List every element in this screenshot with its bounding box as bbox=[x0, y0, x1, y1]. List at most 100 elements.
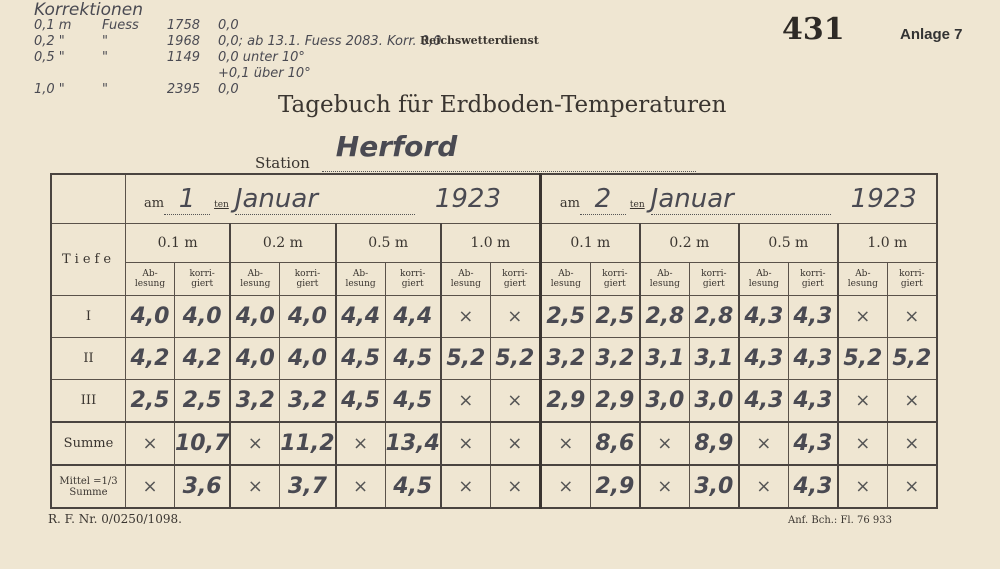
depth-header-row: Tiefe 0.1 m 0.2 m 0.5 m 1.0 m 0.1 m 0.2 m 0.5 m… bbox=[50, 223, 938, 296]
value-cell: 2,5 bbox=[174, 379, 231, 423]
value-cell: 3,2 bbox=[229, 379, 281, 423]
value-cell: 4,0 bbox=[125, 295, 175, 338]
table-row: I 4,0 4,0 4,0 4,0 4,4 4,4 × × 2,5 2,5 2,8 2,8 4,3 4,3 ×… bbox=[50, 295, 938, 338]
sub-header-text: Ab- lesung bbox=[649, 269, 680, 289]
value-cell: 5,2 bbox=[439, 337, 491, 380]
value-cell: 2,8 bbox=[638, 295, 690, 338]
row-label: Summe bbox=[50, 421, 126, 466]
service-name: Reichswetterdienst bbox=[420, 34, 539, 47]
value-cell: 4,0 bbox=[174, 295, 231, 338]
depth-header: 1.0 m bbox=[439, 223, 541, 263]
value-cell: × bbox=[836, 421, 888, 466]
form-number: R. F. Nr. 0/0250/1098. bbox=[48, 512, 182, 526]
sub-header-text: Ab- lesung bbox=[345, 269, 376, 289]
day-value: 1 bbox=[164, 184, 211, 215]
corrected-header: korri- giert bbox=[886, 262, 938, 296]
corrections-title: Korrektionen bbox=[34, 0, 144, 20]
reading-header: Ab- lesung bbox=[737, 262, 789, 296]
ten-label: ten bbox=[629, 199, 645, 210]
value-cell: 3,0 bbox=[688, 464, 740, 509]
depth-header: 1.0 m bbox=[836, 223, 938, 263]
value-cell: 4,3 bbox=[737, 379, 789, 423]
sub-header-text: korri- giert bbox=[502, 269, 528, 289]
sub-header-text: korri- giert bbox=[899, 269, 925, 289]
depth-header: 0.5 m bbox=[737, 223, 839, 263]
value-cell: 2,5 bbox=[125, 379, 175, 423]
value-cell: × bbox=[439, 464, 491, 509]
correction-instrument: " bbox=[102, 50, 108, 65]
sub-header-text: Ab- lesung bbox=[748, 269, 779, 289]
ten-label: ten bbox=[214, 199, 229, 210]
corrected-header: korri- giert bbox=[384, 262, 442, 296]
value-cell: 8,6 bbox=[589, 421, 641, 466]
value-cell: 3,1 bbox=[688, 337, 740, 380]
correction-number: 1758 bbox=[166, 18, 200, 33]
value-cell: × bbox=[229, 464, 281, 509]
depth-header: 0.5 m bbox=[334, 223, 442, 263]
value-cell: 4,0 bbox=[279, 295, 337, 338]
correction-value: 0,0 unter 10° bbox=[218, 50, 305, 65]
sub-header-text: korri- giert bbox=[800, 269, 826, 289]
value-cell: 10,7 bbox=[174, 421, 231, 466]
month-value: Januar bbox=[234, 184, 415, 215]
page-title: Tagebuch für Erdboden-Temperaturen bbox=[278, 92, 727, 118]
value-cell: × bbox=[886, 379, 938, 423]
value-cell: × bbox=[229, 421, 281, 466]
corrected-header: korri- giert bbox=[787, 262, 839, 296]
value-cell: × bbox=[836, 464, 888, 509]
value-cell: × bbox=[886, 295, 938, 338]
value-cell: × bbox=[489, 379, 541, 423]
month-value: Januar bbox=[650, 184, 831, 215]
sub-header-text: Ab- lesung bbox=[550, 269, 581, 289]
sub-header-text: korri- giert bbox=[294, 269, 321, 289]
reading-header: Ab- lesung bbox=[229, 262, 281, 296]
reading-header: Ab- lesung bbox=[538, 262, 591, 296]
value-cell: 4,5 bbox=[334, 337, 386, 380]
value-cell: 3,0 bbox=[688, 379, 740, 423]
value-cell: × bbox=[439, 421, 491, 466]
value-cell: 4,5 bbox=[334, 379, 386, 423]
corrected-header: korri- giert bbox=[489, 262, 541, 296]
value-cell: 2,9 bbox=[589, 464, 641, 509]
value-cell: 4,4 bbox=[334, 295, 386, 338]
correction-instrument: " bbox=[102, 82, 108, 97]
correction-depth: 0,2 " bbox=[34, 34, 65, 49]
correction-depth: 0,5 " bbox=[34, 50, 65, 65]
correction-number: 2395 bbox=[166, 82, 200, 97]
order-reference: Anf. Bch.: Fl. 76 933 bbox=[788, 515, 892, 526]
year-value: 1923 bbox=[434, 183, 501, 214]
value-cell: 2,5 bbox=[538, 295, 591, 338]
value-cell: 2,9 bbox=[538, 379, 591, 423]
value-cell: 4,0 bbox=[229, 337, 281, 380]
value-cell: 4,3 bbox=[787, 379, 839, 423]
correction-depth bbox=[34, 66, 102, 82]
station-value: Herford bbox=[321, 130, 696, 172]
corrected-header: korri- giert bbox=[174, 262, 231, 296]
correction-value: 0,0; ab 13.1. Fuess 2083. Korr. 0,0 bbox=[218, 34, 442, 49]
sub-header-text: Ab- lesung bbox=[847, 269, 878, 289]
correction-row: 0,5 " " 1149 0,0 unter 10° bbox=[34, 50, 441, 66]
value-cell: × bbox=[489, 464, 541, 509]
reading-header: Ab- lesung bbox=[638, 262, 690, 296]
value-cell: 13,4 bbox=[384, 421, 442, 466]
value-cell: 3,7 bbox=[279, 464, 337, 509]
reading-header: Ab- lesung bbox=[125, 262, 175, 296]
correction-instrument: " bbox=[102, 34, 108, 49]
value-cell: 4,3 bbox=[787, 464, 839, 509]
value-cell: × bbox=[737, 464, 789, 509]
correction-value: +0,1 über 10° bbox=[218, 66, 311, 81]
table-row: II 4,2 4,2 4,0 4,0 4,5 4,5 5,2 5,2 3,2 3,2 3,1 3,1 4,… bbox=[50, 337, 938, 380]
depth-label: Tiefe bbox=[50, 223, 126, 296]
value-cell: × bbox=[489, 295, 541, 338]
value-cell: × bbox=[886, 421, 938, 466]
sub-header-text: korri- giert bbox=[602, 269, 628, 289]
row-label: Mittel =1/3 Summe bbox=[50, 464, 126, 509]
value-cell: × bbox=[638, 421, 690, 466]
station-line: Station Herford bbox=[255, 130, 696, 172]
value-cell: 5,2 bbox=[886, 337, 938, 380]
value-cell: × bbox=[439, 379, 491, 423]
station-label: Station bbox=[255, 154, 310, 172]
value-cell: × bbox=[125, 464, 175, 509]
correction-depth: 0,1 m bbox=[34, 18, 72, 33]
depth-header: 0.2 m bbox=[638, 223, 740, 263]
